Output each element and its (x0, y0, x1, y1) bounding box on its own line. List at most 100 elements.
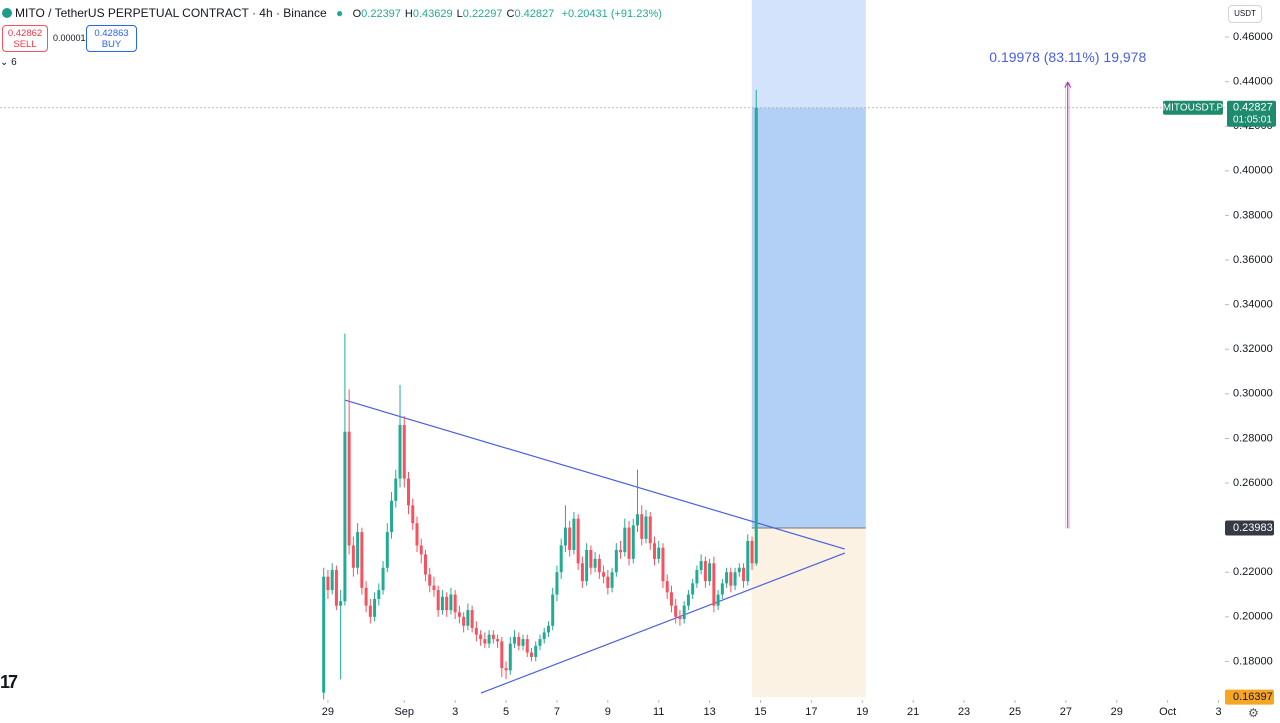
candle-body (716, 594, 720, 606)
candle-body (542, 632, 546, 640)
candle-body (733, 572, 737, 586)
buy-button[interactable]: 0.42863 BUY (86, 25, 137, 52)
stop-label: 0.16397 (1233, 691, 1273, 703)
candle-body (602, 572, 606, 577)
candle-body (491, 634, 495, 640)
candle-body (385, 532, 389, 568)
candle-body (699, 561, 703, 570)
x-tick-label: 11 (653, 706, 664, 718)
candle-body (572, 518, 576, 550)
candle-body (377, 590, 381, 599)
ohlc-label: O (352, 8, 362, 20)
candle-body (729, 572, 733, 586)
candle-body (347, 431, 351, 546)
y-tick-label: 0.26000 (1233, 477, 1273, 489)
countdown-label: 01:05:01 (1233, 114, 1272, 125)
x-tick-label: 21 (907, 706, 919, 718)
candle-body (356, 532, 360, 568)
x-tick-label: 3 (1215, 706, 1221, 718)
candle-body (623, 527, 627, 553)
candle-body (351, 545, 355, 568)
candle-body (644, 516, 648, 539)
sell-label: SELL (13, 39, 37, 50)
candle-body (432, 585, 436, 591)
candle-body (487, 634, 491, 644)
candle-body (682, 605, 686, 620)
ohlc-value: 0.22397 (361, 8, 401, 20)
x-tick-label: 9 (605, 706, 611, 718)
candle-body (555, 572, 559, 595)
candle-body (737, 567, 741, 573)
candle-body (631, 525, 635, 559)
candle-body (546, 625, 550, 633)
candle-body (394, 478, 398, 501)
candle-body (720, 583, 724, 595)
candle-body (669, 592, 673, 606)
candle-body (326, 576, 330, 591)
y-tick-label: 0.30000 (1233, 388, 1273, 400)
candle-body (407, 478, 411, 506)
x-tick-label: 3 (452, 706, 458, 718)
currency: USDT (1234, 9, 1256, 18)
candle-body (665, 581, 669, 593)
candle-body (708, 563, 712, 582)
candle-body (568, 527, 572, 550)
candle-body (500, 641, 504, 669)
candle-body (627, 527, 631, 559)
candle-body (580, 563, 584, 582)
candle-body (453, 594, 457, 613)
candle-body (695, 569, 699, 584)
candle-body (322, 576, 326, 693)
candle-body (474, 627, 478, 635)
candle-body (576, 518, 580, 564)
candle-body (436, 590, 440, 611)
symbol-icon (2, 8, 12, 18)
sell-price: 0.42862 (7, 28, 43, 39)
candle-body (652, 543, 656, 559)
candle-body (373, 598, 377, 617)
candle-body (423, 554, 427, 575)
candle-body (538, 639, 542, 646)
candle-body (360, 532, 364, 588)
candle-body (470, 610, 474, 628)
x-tick-label: 29 (322, 706, 334, 718)
candle-body (381, 567, 385, 591)
y-tick-label: 0.20000 (1233, 611, 1273, 623)
y-tick-label: 0.22000 (1233, 566, 1273, 578)
settings-icon[interactable]: ⚙ (1248, 706, 1259, 720)
spread: 0.00001 (53, 33, 86, 43)
candle-body (661, 547, 665, 582)
buy-price: 0.42863 (94, 28, 129, 39)
sell-button[interactable]: 0.42862 SELL (2, 25, 48, 52)
currency-button[interactable]: USDT (1228, 5, 1262, 23)
logo: 17 (0, 672, 18, 692)
candle-body (343, 431, 347, 602)
change: +0.20431 (+91.23%) (561, 8, 662, 20)
candle-body (390, 500, 394, 533)
ohlc-value: 0.22297 (462, 8, 503, 20)
chart-title: MITO / TetherUS PERPETUAL CONTRACT · 4h … (15, 6, 327, 20)
candle-body (483, 639, 487, 644)
candle-body (521, 639, 525, 646)
candle-body (398, 425, 402, 479)
entry-tag-bg (1225, 520, 1274, 536)
legend-row: MITO / TetherUS PERPETUAL CONTRACT · 4h … (2, 6, 662, 20)
last-price-label: 0.42827 (1233, 102, 1273, 114)
candle-body (619, 549, 623, 553)
candle-body (742, 567, 746, 582)
indicators-toggle[interactable]: ⌄ 6 (0, 57, 17, 68)
candle-body (559, 545, 563, 573)
y-tick-label: 0.34000 (1233, 299, 1273, 311)
candle-body (589, 549, 593, 568)
time-axis-bg (0, 700, 1225, 723)
x-tick-label: 17 (805, 706, 817, 718)
candle-body (339, 601, 343, 606)
candle-body (746, 541, 750, 582)
candle-body (517, 636, 521, 646)
status-dot: ● (336, 6, 344, 20)
candle-body (334, 569, 338, 606)
candle-body (508, 643, 512, 671)
candle-body (364, 587, 368, 606)
ohlc-label: C (506, 8, 515, 20)
candle-body (428, 574, 432, 586)
